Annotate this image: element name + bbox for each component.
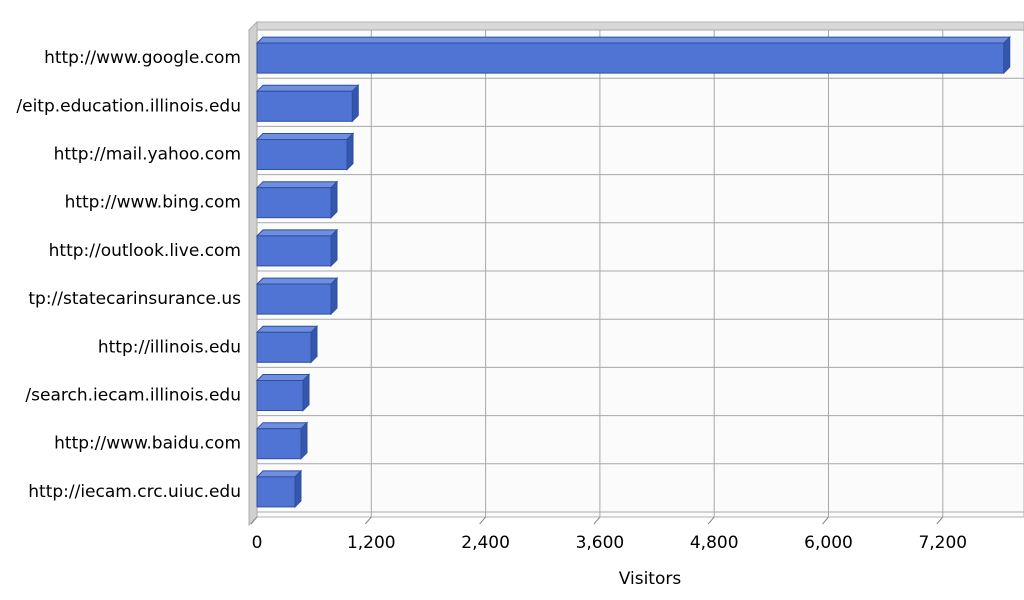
bar bbox=[256, 42, 1005, 74]
bar bbox=[256, 331, 312, 363]
bar-top bbox=[255, 84, 360, 92]
bar bbox=[256, 187, 332, 219]
y-tick-label: http://illinois.edu bbox=[98, 337, 241, 357]
bar bbox=[256, 428, 302, 460]
bar-side bbox=[1003, 35, 1011, 75]
plot-area bbox=[256, 29, 1024, 518]
bar bbox=[256, 476, 296, 508]
y-tick-label: http://iecam.crc.uiuc.edu bbox=[28, 482, 241, 502]
bar-side bbox=[300, 421, 308, 460]
y-tick-label: http://www.bing.com bbox=[65, 193, 241, 213]
bar-top bbox=[255, 229, 339, 237]
bar bbox=[256, 235, 332, 267]
x-tick-label: 3,600 bbox=[576, 533, 625, 553]
bar-top bbox=[255, 181, 339, 189]
y-tick-label: /search.iecam.illinois.edu bbox=[25, 386, 241, 406]
plot-left-wall bbox=[248, 20, 258, 527]
bar-top bbox=[255, 133, 355, 140]
y-tick-label: /eitp.education.illinois.edu bbox=[16, 96, 241, 116]
tick-mark bbox=[479, 516, 486, 525]
bar-top bbox=[255, 422, 309, 430]
tick-mark bbox=[364, 516, 372, 525]
x-tick-label: 1,200 bbox=[347, 533, 396, 553]
bar-top bbox=[255, 470, 303, 478]
bar-side bbox=[346, 132, 354, 171]
bar bbox=[256, 380, 304, 411]
bar-top bbox=[255, 325, 319, 333]
x-axis-title: Visitors bbox=[619, 569, 682, 589]
bar-side bbox=[330, 276, 338, 316]
bar bbox=[256, 139, 348, 170]
bar-side bbox=[310, 325, 318, 364]
x-tick-label: 6,000 bbox=[804, 533, 853, 553]
bar-top bbox=[255, 36, 1011, 44]
bar-side bbox=[294, 469, 302, 509]
bar-top bbox=[255, 277, 339, 285]
plot-top-edge bbox=[247, 21, 1024, 31]
bar bbox=[256, 283, 332, 315]
bar-top bbox=[255, 374, 311, 381]
bar bbox=[256, 90, 353, 122]
bar-side bbox=[302, 373, 310, 412]
bar-side bbox=[351, 84, 359, 123]
x-tick-label: 7,200 bbox=[918, 533, 967, 553]
y-tick-label: http://www.baidu.com bbox=[54, 434, 241, 454]
y-tick-label: http://www.google.com bbox=[44, 48, 241, 68]
tick-mark bbox=[707, 516, 715, 525]
tick-mark bbox=[250, 516, 258, 525]
y-tick-label: http://mail.yahoo.com bbox=[54, 145, 241, 165]
tick-mark bbox=[593, 516, 601, 525]
x-tick-label: 2,400 bbox=[461, 533, 510, 553]
x-tick-label: 4,800 bbox=[690, 533, 739, 553]
x-tick-label: 0 bbox=[252, 533, 263, 553]
y-tick-label: tp://statecarinsurance.us bbox=[28, 289, 241, 309]
tick-mark bbox=[822, 516, 829, 525]
y-tick-label: http://outlook.live.com bbox=[49, 241, 241, 261]
bar-side bbox=[330, 180, 338, 219]
tick-mark bbox=[936, 516, 944, 525]
bar-side bbox=[330, 228, 338, 268]
